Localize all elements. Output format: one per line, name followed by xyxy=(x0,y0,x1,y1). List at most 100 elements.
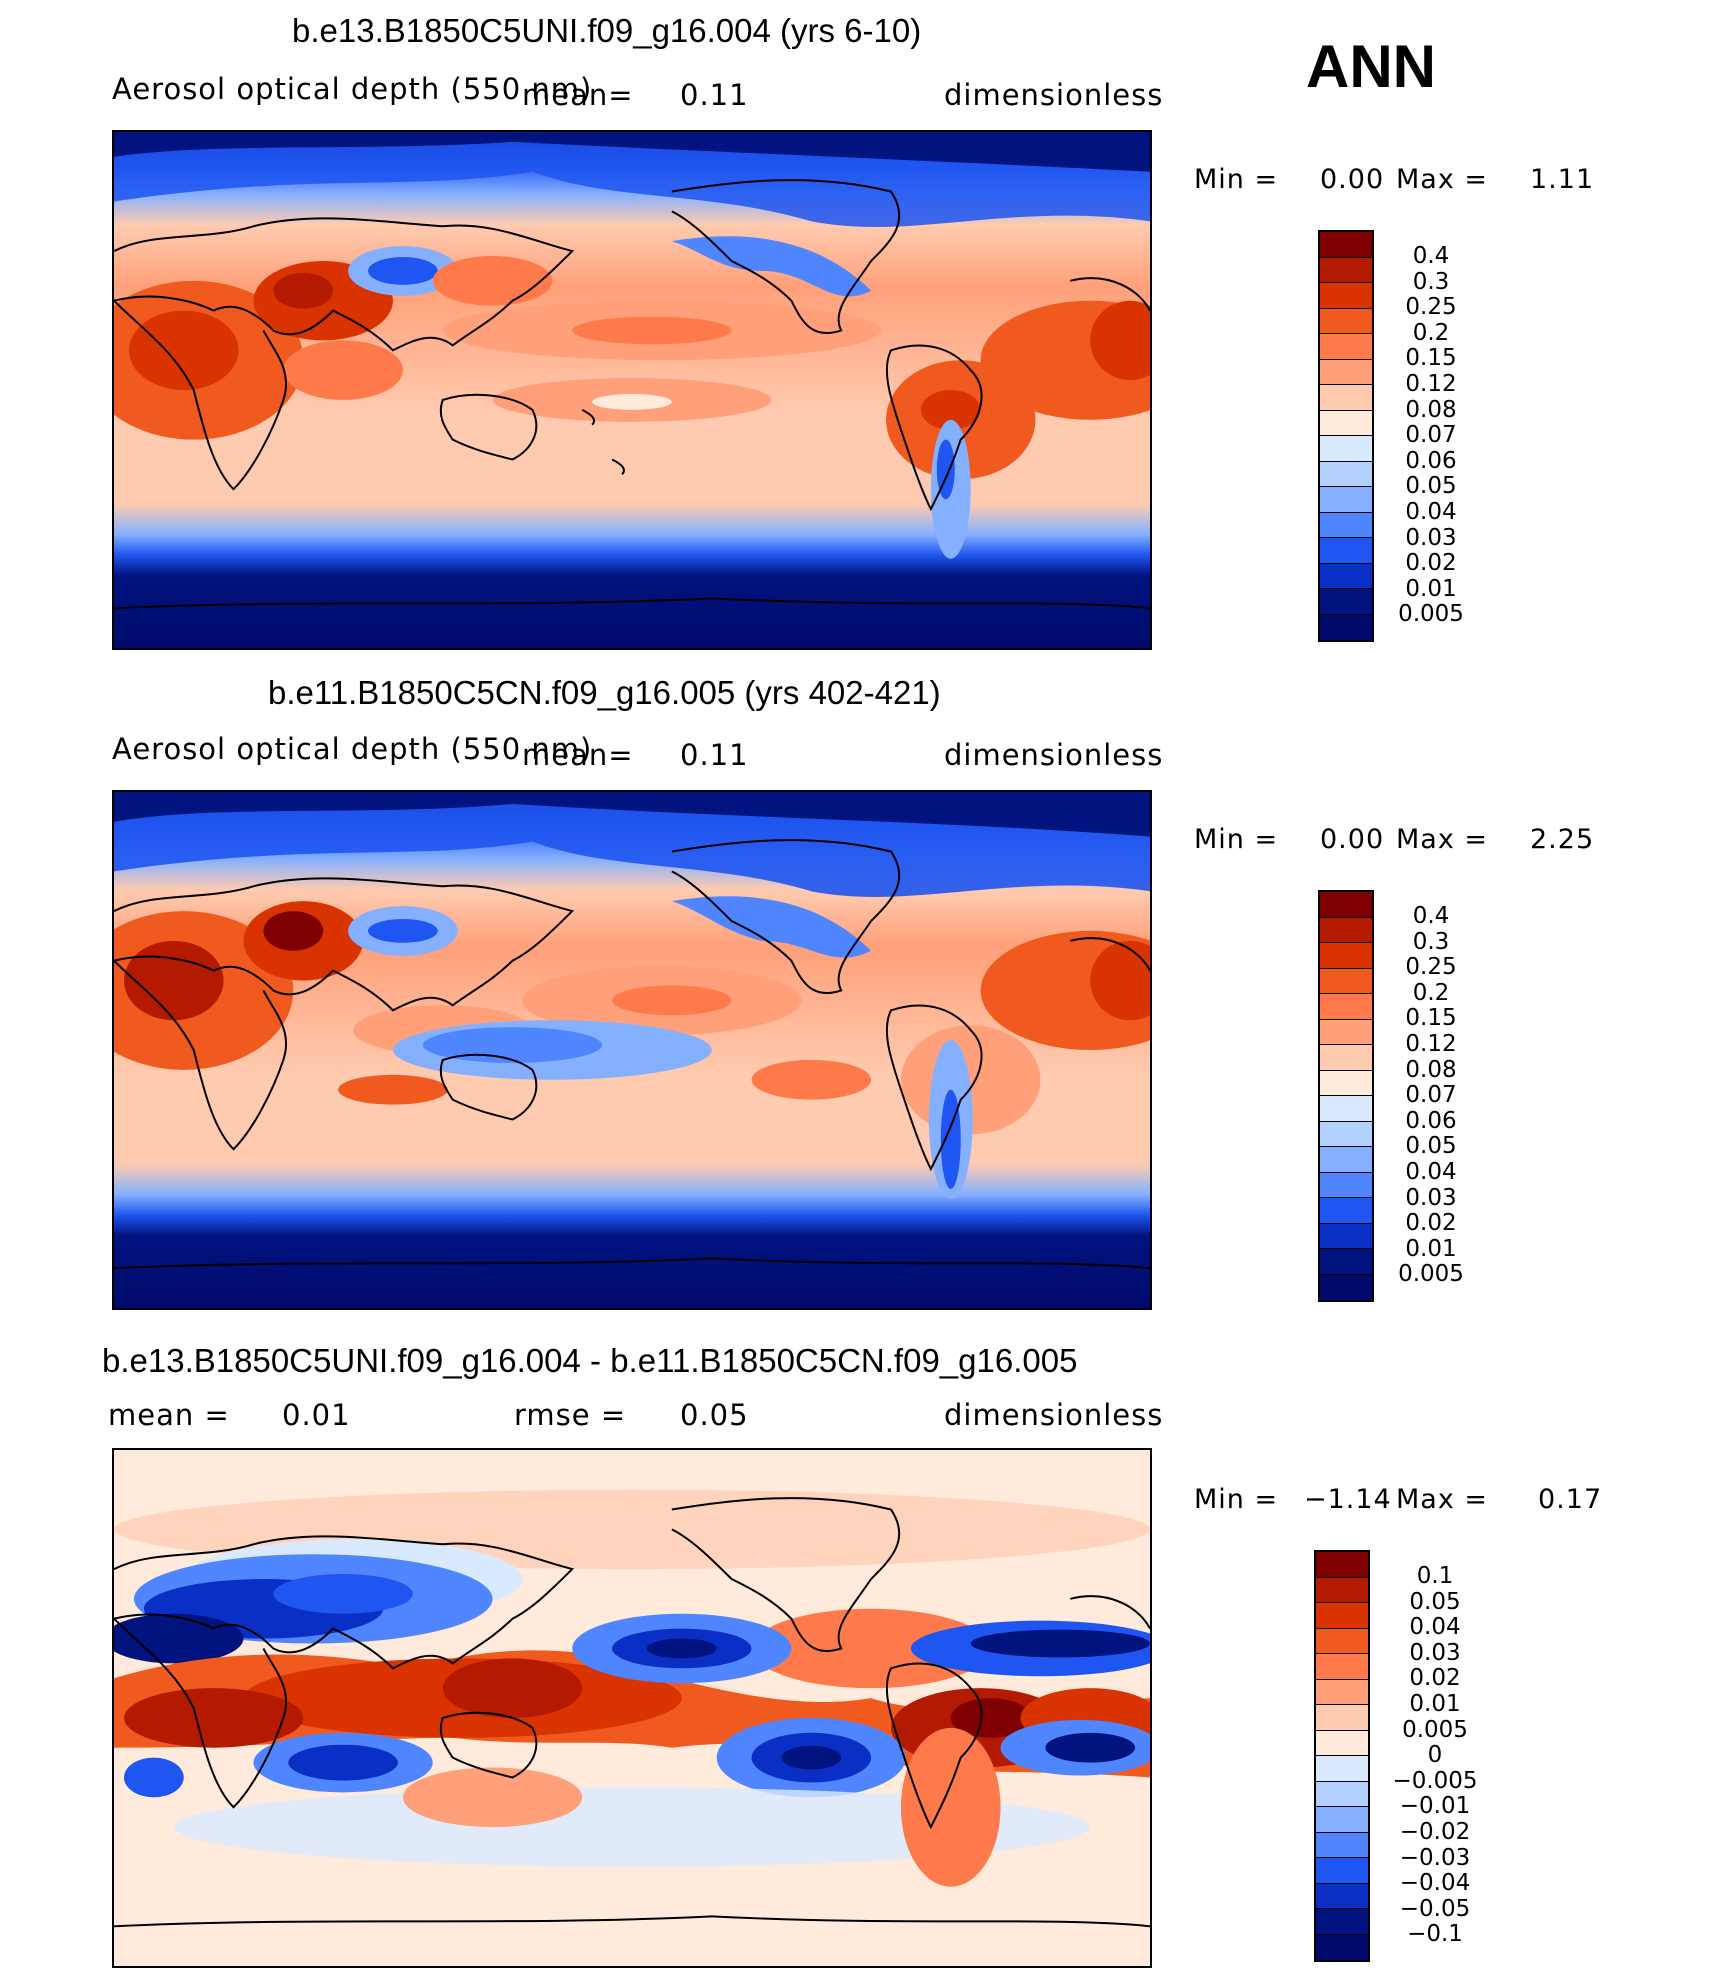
colorbar-swatch xyxy=(1320,487,1372,513)
colorbar-swatch xyxy=(1320,1070,1372,1096)
panel-2-min-value: 0.00 xyxy=(1320,824,1385,855)
colorbar-swatch xyxy=(1320,410,1372,436)
colorbar-swatch xyxy=(1320,283,1372,309)
colorbar-tick-label: 0.01 xyxy=(1405,1235,1457,1262)
colorbar-tick-label: 0.06 xyxy=(1405,1107,1457,1134)
colorbar-swatch xyxy=(1320,1274,1372,1300)
colorbar-tick-label: −0.1 xyxy=(1407,1921,1463,1948)
colorbar-swatch xyxy=(1320,232,1372,258)
panel-3-colorbar-labels: 0.1 0.05 0.04 0.03 0.02 0.01 0.005 0 −0.005 −0.01… xyxy=(1390,1563,1480,1948)
colorbar-swatch xyxy=(1316,1883,1368,1909)
panel-1-title: b.e13.B1850C5UNI.f09_g16.004 (yrs 6-10) xyxy=(292,12,922,49)
colorbar-swatch xyxy=(1320,385,1372,411)
colorbar-tick-label: 0.25 xyxy=(1405,954,1457,981)
colorbar-tick-label: 0.02 xyxy=(1405,550,1457,577)
colorbar-swatch xyxy=(1320,359,1372,385)
panel-2-map xyxy=(112,790,1152,1310)
colorbar-swatch xyxy=(1320,1019,1372,1045)
colorbar-swatch xyxy=(1320,1223,1372,1249)
colorbar-swatch xyxy=(1316,1909,1368,1935)
colorbar-tick-label: 0.07 xyxy=(1405,1082,1457,1109)
panel-2-max-value: 2.25 xyxy=(1530,824,1595,855)
colorbar-swatch xyxy=(1316,1781,1368,1807)
colorbar-tick-label: 0.2 xyxy=(1412,319,1450,346)
colorbar-tick-label: −0.03 xyxy=(1399,1844,1471,1871)
panel-1-max-value: 1.11 xyxy=(1530,164,1595,195)
colorbar-swatch xyxy=(1320,917,1372,943)
colorbar-tick-label: 0.08 xyxy=(1405,1056,1457,1083)
colorbar-tick-label: −0.01 xyxy=(1399,1793,1471,1820)
panel-2-mean-label: mean= xyxy=(522,738,634,772)
colorbar-tick-label: 0.3 xyxy=(1412,928,1450,955)
colorbar-tick-label: 0.4 xyxy=(1412,243,1450,269)
colorbar-tick-label: 0.1 xyxy=(1416,1563,1454,1589)
colorbar-swatch xyxy=(1320,257,1372,283)
colorbar-tick-label: −0.05 xyxy=(1399,1895,1471,1922)
colorbar-tick-label: 0.2 xyxy=(1412,979,1450,1006)
colorbar-tick-label: −0.02 xyxy=(1399,1818,1471,1845)
colorbar-swatch xyxy=(1320,538,1372,564)
colorbar-swatch xyxy=(1316,1577,1368,1603)
colorbar-swatch xyxy=(1320,943,1372,969)
colorbar-swatch xyxy=(1320,436,1372,462)
colorbar-tick-label: 0 xyxy=(1427,1742,1443,1769)
colorbar-swatch xyxy=(1320,1096,1372,1122)
colorbar-swatch xyxy=(1320,1249,1372,1275)
panel-1-mean-label: mean= xyxy=(522,78,634,112)
colorbar-swatch xyxy=(1320,334,1372,360)
panel-2-min-label: Min = xyxy=(1194,824,1279,855)
colorbar-swatch xyxy=(1320,1045,1372,1071)
colorbar-swatch xyxy=(1320,1172,1372,1198)
panel-2-colorbar xyxy=(1318,890,1374,1302)
panel-2-colorbar-labels: 0.4 0.3 0.25 0.2 0.15 0.12 0.08 0.07 0.06 0.05 0.0… xyxy=(1386,903,1476,1288)
colorbar-tick-label: −0.04 xyxy=(1399,1870,1471,1897)
colorbar-swatch xyxy=(1316,1807,1368,1833)
colorbar-tick-label: 0.005 xyxy=(1398,1261,1464,1288)
colorbar-swatch xyxy=(1320,308,1372,334)
colorbar-swatch xyxy=(1320,563,1372,589)
colorbar-swatch xyxy=(1316,1756,1368,1782)
colorbar-tick-label: 0.12 xyxy=(1405,370,1457,397)
colorbar-swatch xyxy=(1320,461,1372,487)
colorbar-swatch xyxy=(1320,614,1372,640)
colorbar-tick-label: 0.05 xyxy=(1405,473,1457,500)
colorbar-tick-label: −0.005 xyxy=(1392,1767,1478,1794)
colorbar-tick-label: 0.005 xyxy=(1402,1716,1468,1743)
colorbar-swatch xyxy=(1320,1147,1372,1173)
panel-3-map-svg xyxy=(114,1450,1150,1966)
colorbar-tick-label: 0.02 xyxy=(1405,1210,1457,1237)
colorbar-swatch xyxy=(1320,994,1372,1020)
panel-1-variable: Aerosol optical depth (550 nm) xyxy=(112,72,593,106)
colorbar-tick-label: 0.01 xyxy=(1405,575,1457,602)
panel-1-min-value: 0.00 xyxy=(1320,164,1385,195)
panel-2-variable: Aerosol optical depth (550 nm) xyxy=(112,732,593,766)
panel-2-max-label: Max = xyxy=(1396,824,1489,855)
colorbar-tick-label: 0.05 xyxy=(1405,1133,1457,1160)
colorbar-tick-label: 0.04 xyxy=(1405,1158,1457,1185)
panel-3-mean-label: mean = xyxy=(108,1398,230,1432)
colorbar-swatch xyxy=(1316,1832,1368,1858)
panel-1-mean-value: 0.11 xyxy=(680,78,749,112)
colorbar-swatch xyxy=(1316,1858,1368,1884)
colorbar-tick-label: 0.4 xyxy=(1412,903,1450,929)
colorbar-swatch xyxy=(1320,1198,1372,1224)
colorbar-tick-label: 0.15 xyxy=(1405,1005,1457,1032)
panel-3-map xyxy=(112,1448,1152,1968)
panel-3-colorbar xyxy=(1314,1550,1370,1962)
colorbar-swatch xyxy=(1316,1552,1368,1578)
panel-3-rmse-label: rmse = xyxy=(514,1398,627,1432)
colorbar-tick-label: 0.3 xyxy=(1412,268,1450,295)
season-label: ANN xyxy=(1306,33,1436,100)
panel-1-max-label: Max = xyxy=(1396,164,1489,195)
colorbar-swatch xyxy=(1316,1679,1368,1705)
colorbar-swatch xyxy=(1316,1654,1368,1680)
colorbar-tick-label: 0.06 xyxy=(1405,447,1457,474)
colorbar-tick-label: 0.08 xyxy=(1405,396,1457,423)
colorbar-swatch xyxy=(1320,968,1372,994)
panel-3-max-label: Max = xyxy=(1396,1484,1489,1515)
panel-3-min-value: −1.14 xyxy=(1304,1484,1392,1515)
colorbar-tick-label: 0.02 xyxy=(1409,1665,1461,1692)
colorbar-swatch xyxy=(1320,1121,1372,1147)
colorbar-tick-label: 0.15 xyxy=(1405,345,1457,372)
colorbar-tick-label: 0.03 xyxy=(1405,1184,1457,1211)
